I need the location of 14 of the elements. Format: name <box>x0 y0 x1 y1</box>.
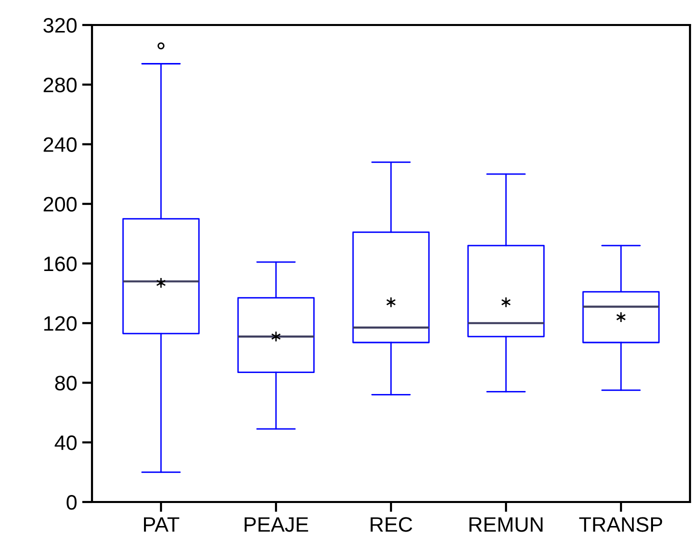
y-tick-label: 40 <box>54 435 77 450</box>
y-tick-label: 160 <box>44 256 77 272</box>
x-tick-label: TRANSP <box>579 517 662 532</box>
y-tick-label: 80 <box>55 376 77 391</box>
y-tick-label: 0 <box>66 495 77 510</box>
x-tick-label: REMUN <box>470 517 542 532</box>
x-tick-label: PAT <box>144 517 180 532</box>
x-tick-label: REC <box>370 517 412 532</box>
y-tick-label: 200 <box>44 196 77 212</box>
x-tick-label: PEAJE <box>244 517 308 532</box>
y-tick-label: 280 <box>44 78 77 92</box>
y-tick-label: 320 <box>43 18 77 33</box>
y-tick-label: 240 <box>44 137 77 152</box>
y-tick-label: 120 <box>44 316 77 331</box>
